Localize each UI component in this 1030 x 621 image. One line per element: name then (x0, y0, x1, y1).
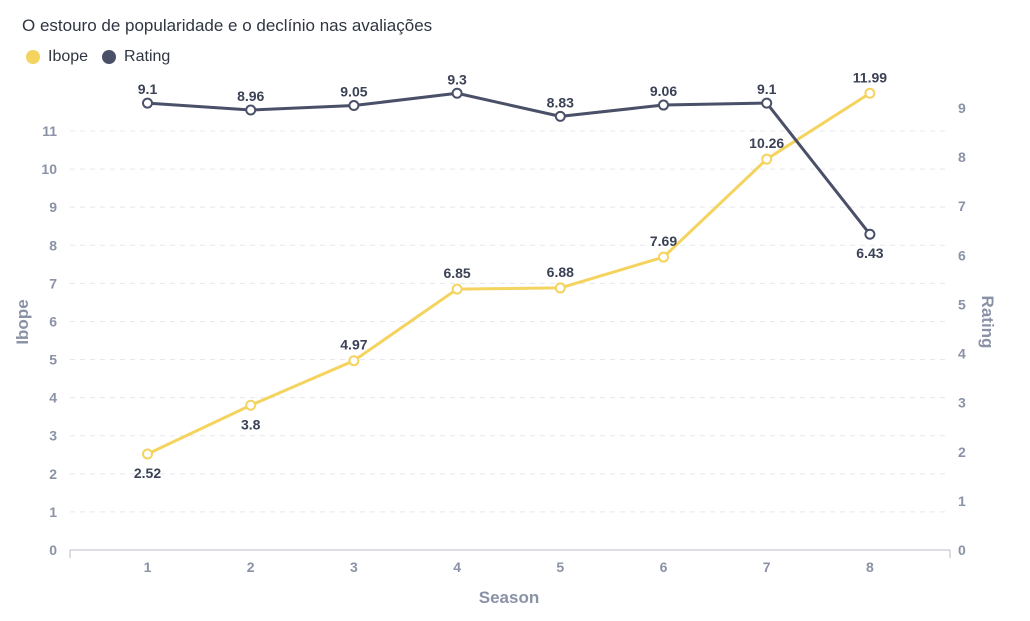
y-right-tick-label: 5 (958, 296, 966, 312)
x-tick-label: 5 (556, 559, 564, 575)
y-left-tick-label: 0 (49, 542, 57, 558)
y-right-tick-label: 9 (958, 100, 966, 116)
y-left-tick-label: 10 (41, 161, 57, 177)
y-right-tick-label: 3 (958, 395, 966, 411)
data-point-ibope (554, 282, 566, 294)
y-left-tick-label: 7 (49, 275, 57, 291)
x-tick-label: 2 (247, 559, 255, 575)
y-left-tick-label: 9 (49, 199, 57, 215)
data-label-rating: 9.05 (340, 84, 367, 100)
data-point-rating (658, 99, 669, 111)
y-right-tick-label: 2 (958, 444, 966, 460)
chart-title: O estouro de popularidade e o declínio n… (22, 16, 433, 35)
data-label-ibope: 4.97 (340, 337, 367, 353)
data-label-rating: 9.1 (757, 81, 777, 97)
y-right-tick-label: 4 (958, 346, 966, 362)
data-point-rating (761, 97, 773, 109)
data-point-ibope (142, 448, 153, 460)
data-label-ibope: 6.88 (547, 264, 574, 280)
x-tick-label: 4 (453, 559, 461, 575)
data-label-ibope: 3.8 (241, 416, 261, 432)
series-line-rating (147, 91, 872, 236)
y-right-tick-label: 1 (958, 493, 966, 509)
y-left-tick-label: 11 (42, 123, 57, 139)
data-label-ibope: 2.52 (134, 465, 161, 481)
data-label-rating: 8.83 (547, 94, 574, 110)
x-tick-label: 3 (350, 559, 358, 575)
data-point-rating (142, 97, 153, 109)
y-left-tick-label: 3 (49, 428, 57, 444)
x-tick-label: 8 (866, 559, 874, 575)
legend-label-rating: Rating (124, 48, 171, 65)
x-tick-label: 6 (660, 559, 668, 575)
data-point-rating (245, 104, 257, 116)
legend-item-ibope[interactable]: Ibope (26, 48, 88, 66)
legend-label-ibope: Ibope (48, 48, 89, 65)
y-right-tick-label: 6 (958, 247, 966, 263)
data-label-rating: 8.96 (237, 88, 264, 104)
data-label-ibope: 11.99 (853, 69, 887, 85)
data-point-ibope (451, 283, 463, 295)
x-tick-label: 7 (763, 559, 771, 575)
data-point-rating (864, 228, 876, 240)
data-point-rating (451, 87, 463, 99)
data-point-rating (554, 110, 566, 122)
data-point-rating (348, 100, 360, 112)
data-label-rating: 9.3 (447, 71, 467, 87)
y-right-tick-label: 7 (958, 198, 966, 214)
data-point-ibope (348, 355, 360, 367)
legend-item-rating[interactable]: Rating (102, 48, 170, 66)
x-axis-title: Season (479, 588, 539, 607)
data-label-ibope: 7.69 (650, 233, 677, 249)
data-label-rating: 6.43 (856, 245, 883, 261)
data-point-ibope (864, 87, 876, 99)
legend-swatch-ibope (26, 50, 40, 64)
data-label-ibope: 6.85 (443, 265, 470, 281)
data-point-ibope (658, 251, 669, 263)
legend: Ibope Rating (26, 48, 170, 66)
y-left-tick-label: 8 (49, 237, 57, 253)
data-label-rating: 9.1 (138, 81, 158, 97)
y-left-tick-label: 2 (49, 466, 57, 482)
x-tick-label: 1 (144, 559, 152, 575)
series-line-ibope (146, 92, 871, 456)
y-left-tick-label: 1 (49, 504, 57, 520)
legend-swatch-rating (102, 50, 117, 64)
data-point-ibope (245, 399, 257, 411)
y-left-tick-label: 5 (49, 352, 57, 368)
y-left-axis-title: Ibope (13, 299, 32, 344)
y-right-tick-label: 0 (958, 542, 966, 558)
y-right-axis-title: Rating (978, 296, 997, 349)
y-left-tick-label: 6 (49, 313, 57, 329)
y-left-tick-label: 4 (49, 390, 57, 406)
y-right-tick-label: 8 (958, 149, 966, 165)
data-label-rating: 9.06 (650, 83, 677, 99)
data-label-ibope: 10.26 (749, 135, 784, 151)
data-point-ibope (761, 153, 773, 165)
